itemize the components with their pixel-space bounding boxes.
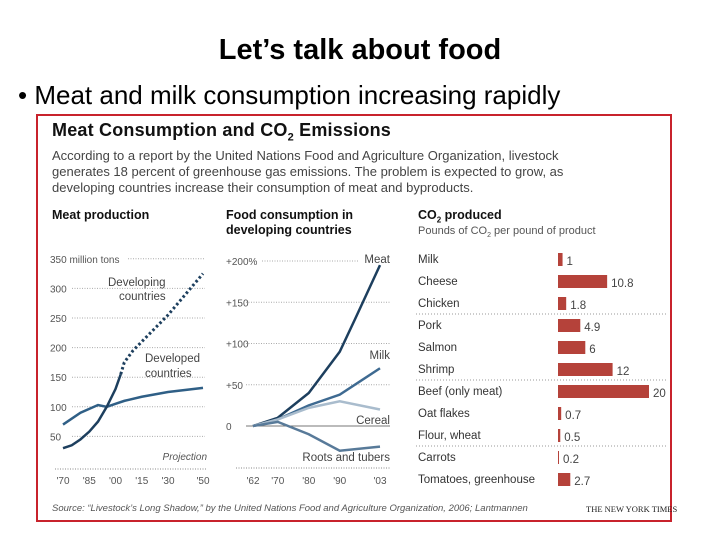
y-tick-label: 250 — [50, 314, 67, 325]
bar-value-label: 4.9 — [584, 322, 600, 334]
developing-label: Developing — [108, 277, 166, 289]
bar-value-label: 1 — [567, 256, 573, 268]
bar-value-label: 10.8 — [611, 278, 633, 290]
bar-value-label: 1.8 — [570, 300, 586, 312]
developed-label: countries — [145, 368, 192, 380]
bar-category-label: Cheese — [418, 276, 458, 288]
co2-title-end: produced — [441, 208, 502, 222]
x-tick-label: '50 — [196, 476, 209, 487]
subtitle-sub: 2 — [487, 232, 491, 240]
bar-value-label: 2.7 — [574, 476, 590, 488]
y-tick-label: +50 — [226, 381, 243, 392]
description-line: developing countries increase their cons… — [52, 180, 474, 195]
bar-category-label: Oat flakes — [418, 408, 470, 420]
y-tick-label: 300 — [50, 284, 67, 295]
bar — [558, 429, 561, 442]
x-tick-label: '00 — [109, 476, 122, 487]
source-note: Source: “Livestock’s Long Shadow,” by th… — [52, 503, 528, 514]
bar-category-label: Flour, wheat — [418, 430, 481, 442]
developing-line — [62, 373, 122, 450]
title-line: developing countries — [226, 223, 352, 237]
bar-category-label: Tomatoes, greenhouse — [418, 474, 535, 486]
title-text: Meat Consumption and CO — [52, 120, 288, 140]
bar — [558, 473, 571, 486]
series-label: Cereal — [356, 415, 390, 427]
y-tick-label: 350 million tons — [50, 255, 119, 266]
bar — [558, 385, 649, 398]
bar-category-label: Carrots — [418, 452, 456, 464]
food-consumption-title: Food consumption in developing countries — [226, 208, 353, 238]
meat-production-title: Meat production — [52, 208, 150, 222]
bar — [558, 319, 581, 332]
x-tick-label: '62 — [246, 476, 259, 487]
graphic-title: Meat Consumption and CO2 Emissions — [52, 120, 391, 144]
co2-title-text: CO — [418, 208, 437, 222]
bar-value-label: 0.2 — [563, 454, 579, 466]
bullet-text: Meat and milk consumption increasing rap… — [34, 80, 561, 110]
series-label: Milk — [370, 350, 391, 362]
co2-title: CO2 produced — [418, 208, 502, 228]
series-line-cereal — [252, 399, 381, 428]
description-line: According to a report by the United Nati… — [52, 148, 559, 163]
bar — [558, 363, 613, 376]
x-tick-label: '85 — [83, 476, 96, 487]
series-label: Meat — [364, 254, 390, 266]
bar-value-label: 6 — [589, 344, 595, 356]
x-tick-label: '03 — [373, 476, 386, 487]
series-line-roots-and-tubers — [252, 420, 381, 453]
developed-line — [62, 386, 204, 426]
x-tick-label: '70 — [271, 476, 284, 487]
series-line-meat — [252, 264, 382, 428]
x-tick-label: '30 — [161, 476, 174, 487]
bar-category-label: Milk — [418, 254, 439, 266]
y-tick-label: +150 — [226, 298, 249, 309]
description-line: generates 18 percent of greenhouse gas e… — [52, 164, 564, 179]
developing-label: countries — [119, 291, 166, 303]
bar — [558, 407, 562, 420]
y-tick-label: +100 — [226, 340, 249, 351]
bar-category-label: Shrimp — [418, 364, 454, 376]
bar-value-label: 0.7 — [565, 410, 581, 422]
subtitle-end: per pound of product — [491, 225, 596, 237]
bar — [558, 275, 608, 288]
y-tick-label: 50 — [50, 432, 62, 443]
bar — [558, 341, 586, 354]
graphic-frame — [36, 114, 672, 522]
bar — [558, 451, 559, 464]
title-subscript: 2 — [287, 131, 294, 144]
bar — [558, 297, 567, 310]
co2-title-sub: 2 — [436, 215, 442, 225]
bar-category-label: Chicken — [418, 298, 460, 310]
slide-title: Let’s talk about food — [218, 34, 502, 66]
y-tick-label: 100 — [50, 403, 67, 414]
co2-subtitle: Pounds of CO2 per pound of product — [418, 225, 596, 239]
bar — [558, 253, 563, 266]
developing-projection-line — [119, 272, 205, 375]
title-text-end: Emissions — [293, 120, 391, 140]
y-tick-label: 200 — [50, 344, 67, 355]
bar-category-label: Salmon — [418, 342, 457, 354]
y-tick-label: 150 — [50, 373, 67, 384]
x-tick-label: '80 — [302, 476, 315, 487]
bar-category-label: Beef (only meat) — [418, 386, 503, 398]
y-tick-label: 0 — [226, 422, 232, 433]
bar-value-label: 0.5 — [564, 432, 580, 444]
title-line: Food consumption in — [226, 208, 354, 222]
x-tick-label: '70 — [56, 476, 69, 487]
bar-value-label: 20 — [653, 388, 666, 400]
series-label: Roots and tubers — [302, 452, 390, 464]
bar-category-label: Pork — [418, 320, 442, 332]
developed-label: Developed — [145, 353, 200, 365]
x-tick-label: '90 — [333, 476, 346, 487]
subtitle-text: Pounds of CO — [418, 225, 488, 237]
credit-logo: THE NEW YORK TIMES — [586, 504, 678, 514]
x-tick-label: '15 — [135, 476, 148, 487]
projection-label: Projection — [163, 452, 208, 463]
bullet-point: • Meat and milk consumption increasing r… — [18, 80, 561, 110]
y-tick-label: +200% — [226, 257, 258, 268]
bar-value-label: 12 — [617, 366, 630, 378]
